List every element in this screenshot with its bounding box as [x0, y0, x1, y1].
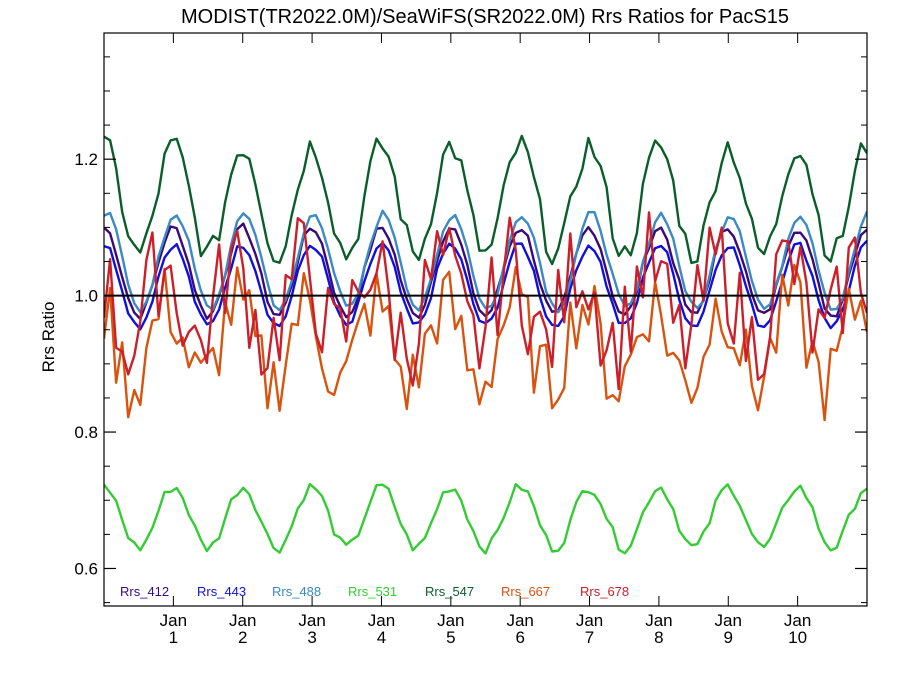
x-tick-label-month: Jan [576, 611, 603, 630]
x-tick-label-month: Jan [298, 611, 325, 630]
x-tick-label-year: 3 [307, 628, 316, 647]
series-line-rrs_488 [104, 209, 867, 314]
y-tick-label: 0.6 [74, 559, 98, 578]
legend-entry-rrs_667: Rrs_667 [501, 584, 550, 599]
x-tick-label-year: 8 [654, 628, 663, 647]
x-tick-label-month: Jan [437, 611, 464, 630]
chart-title: MODIST(TR2022.0M)/SeaWiFS(SR2022.0M) Rrs… [181, 6, 789, 28]
legend-entry-rrs_488: Rrs_488 [272, 584, 321, 599]
y-axis-label: Rrs Ratio [39, 302, 58, 373]
series-line-rrs_547 [104, 134, 867, 266]
y-tick-label: 0.8 [74, 423, 98, 442]
x-tick-label-year: 2 [238, 628, 247, 647]
x-tick-label-month: Jan [160, 611, 187, 630]
series-line-rrs_531 [104, 482, 867, 555]
y-tick-label: 1.0 [74, 287, 98, 306]
x-tick-label-month: Jan [368, 611, 395, 630]
legend-entry-rrs_547: Rrs_547 [425, 584, 474, 599]
legend-entry-rrs_412: Rrs_412 [120, 584, 169, 599]
series-line-rrs_678 [104, 211, 867, 391]
legend-entry-rrs_678: Rrs_678 [580, 584, 629, 599]
x-tick-label-month: Jan [645, 611, 672, 630]
series-group [104, 134, 867, 555]
x-tick-label-year: 10 [788, 628, 807, 647]
series-line-rrs_667 [104, 263, 867, 422]
y-axis: 0.6 0.8 1.0 1.2 [74, 56, 867, 604]
x-tick-label-month: Jan [715, 611, 742, 630]
plot-frame [103, 32, 868, 607]
x-tick-label-year: 7 [585, 628, 594, 647]
x-axis: Jan1Jan2Jan3Jan4Jan5Jan6Jan7Jan8Jan9Jan1… [103, 33, 868, 647]
x-tick-label-year: 9 [724, 628, 733, 647]
x-tick-label-year: 5 [446, 628, 455, 647]
x-tick-label-year: 6 [515, 628, 524, 647]
legend: Rrs_412 Rrs_443 Rrs_488 Rrs_531 Rrs_547 Rrs_6… [120, 584, 629, 599]
legend-entry-rrs_531: Rrs_531 [348, 584, 397, 599]
x-tick-label-year: 1 [169, 628, 178, 647]
y-tick-label: 1.2 [74, 150, 98, 169]
legend-entry-rrs_443: Rrs_443 [197, 584, 246, 599]
x-tick-label-month: Jan [784, 611, 811, 630]
x-tick-label-month: Jan [506, 611, 533, 630]
x-tick-label-month: Jan [229, 611, 256, 630]
x-tick-label-year: 4 [377, 628, 386, 647]
